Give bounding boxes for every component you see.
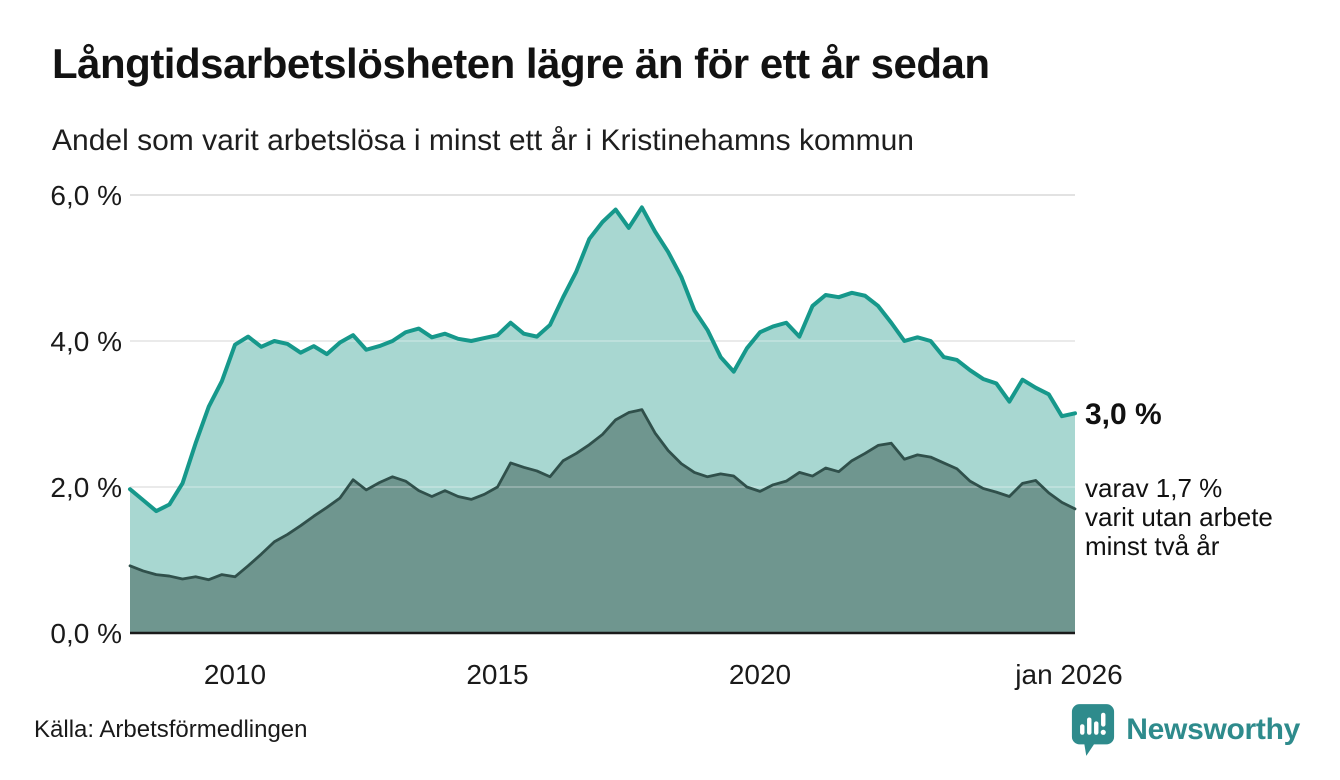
newsworthy-logo-text: Newsworthy [1126,713,1300,746]
y-axis-label: 0,0 % [50,618,122,649]
y-axis-label: 6,0 % [50,180,122,211]
series-line-1 [128,205,1077,514]
y-axis-label: 2,0 % [50,472,122,503]
annotation-line-1: varav 1,7 % [1085,473,1223,503]
annotation-line-2: varit utan arbete [1085,502,1273,532]
x-axis-label: jan 2026 [1014,659,1122,690]
annotation-line-3: minst två år [1085,531,1220,561]
x-axis-label: 2010 [204,659,266,690]
source-credit: Källa: Arbetsförmedlingen [34,716,308,743]
series-line-2 [128,408,1077,582]
x-axis-label: 2020 [729,659,791,690]
newsworthy-logo[interactable]: Newsworthy [1070,702,1300,758]
chart-subtitle: Andel som varit arbetslösa i minst ett å… [52,124,914,157]
newsworthy-logo-icon [1072,704,1115,756]
x-axis-label: 2015 [466,659,528,690]
series2-end-annotation: varav 1,7 % varit utan arbete minst två … [1085,474,1273,561]
page-title: Långtidsarbetslösheten lägre än för ett … [52,40,990,87]
y-axis-label: 4,0 % [50,326,122,357]
series-area-2 [130,409,1075,633]
series1-end-value-label: 3,0 % [1085,398,1162,431]
